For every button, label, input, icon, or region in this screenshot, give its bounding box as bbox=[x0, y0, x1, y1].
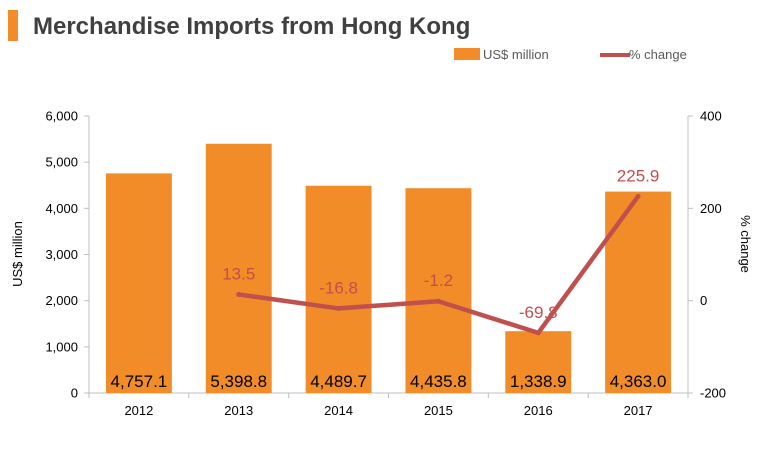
line-data-label: -69.8 bbox=[519, 303, 558, 322]
bar-data-label: 1,338.9 bbox=[510, 372, 567, 391]
y-axis-title-left: US$ million bbox=[10, 221, 25, 287]
y-tick-label-right: -200 bbox=[700, 386, 726, 401]
y-tick-label-left: 0 bbox=[71, 386, 78, 401]
y-tick-label-left: 1,000 bbox=[45, 339, 78, 354]
bar bbox=[205, 143, 272, 393]
legend-label-line: % change bbox=[629, 47, 687, 62]
line-point bbox=[635, 193, 641, 199]
x-tick-label: 2013 bbox=[224, 403, 253, 418]
bar-data-label: 5,398.8 bbox=[210, 372, 267, 391]
x-tick-label: 2017 bbox=[624, 403, 653, 418]
legend: US$ million % change bbox=[454, 47, 687, 62]
x-tick-label: 2014 bbox=[324, 403, 353, 418]
bar bbox=[405, 188, 472, 393]
x-tick-label: 2015 bbox=[424, 403, 453, 418]
y-tick-label-left: 3,000 bbox=[45, 247, 78, 262]
y-tick-label-left: 5,000 bbox=[45, 155, 78, 170]
line-point bbox=[535, 330, 541, 336]
chart-title: Merchandise Imports from Hong Kong bbox=[33, 13, 470, 40]
bar-data-label: 4,435.8 bbox=[410, 372, 467, 391]
y-tick-label-left: 2,000 bbox=[45, 293, 78, 308]
title-accent-bar bbox=[8, 10, 18, 41]
y-tick-label-left: 6,000 bbox=[45, 109, 78, 124]
y-tick-label-left: 4,000 bbox=[45, 201, 78, 216]
line-data-label: -1.2 bbox=[424, 271, 453, 290]
y-axis-title-right: % change bbox=[738, 215, 753, 273]
bar-data-label: 4,489.7 bbox=[310, 372, 367, 391]
y-tick-label-right: 400 bbox=[700, 109, 722, 124]
line-data-label: 13.5 bbox=[222, 264, 255, 283]
x-tick-label: 2016 bbox=[524, 403, 553, 418]
bar bbox=[605, 191, 672, 393]
y-tick-label-right: 200 bbox=[700, 201, 722, 216]
line-point bbox=[435, 298, 441, 304]
y-tick-label-right: 0 bbox=[700, 293, 707, 308]
bar bbox=[105, 173, 172, 393]
legend-swatch-bars bbox=[454, 48, 480, 60]
line-data-label: 225.9 bbox=[617, 166, 660, 185]
bar-data-label: 4,363.0 bbox=[610, 372, 667, 391]
bar bbox=[305, 185, 372, 393]
legend-label-bars: US$ million bbox=[483, 47, 549, 62]
x-tick-label: 2012 bbox=[124, 403, 153, 418]
line-point bbox=[236, 291, 242, 297]
line-point bbox=[336, 305, 342, 311]
plot-area: 0 1,000 2,000 3,000 4,000 5,000 6,000 -200 0 200 4… bbox=[45, 109, 726, 419]
bar-data-label: 4,757.1 bbox=[111, 372, 168, 391]
line-data-label: -16.8 bbox=[319, 278, 358, 297]
bar bbox=[505, 331, 572, 393]
